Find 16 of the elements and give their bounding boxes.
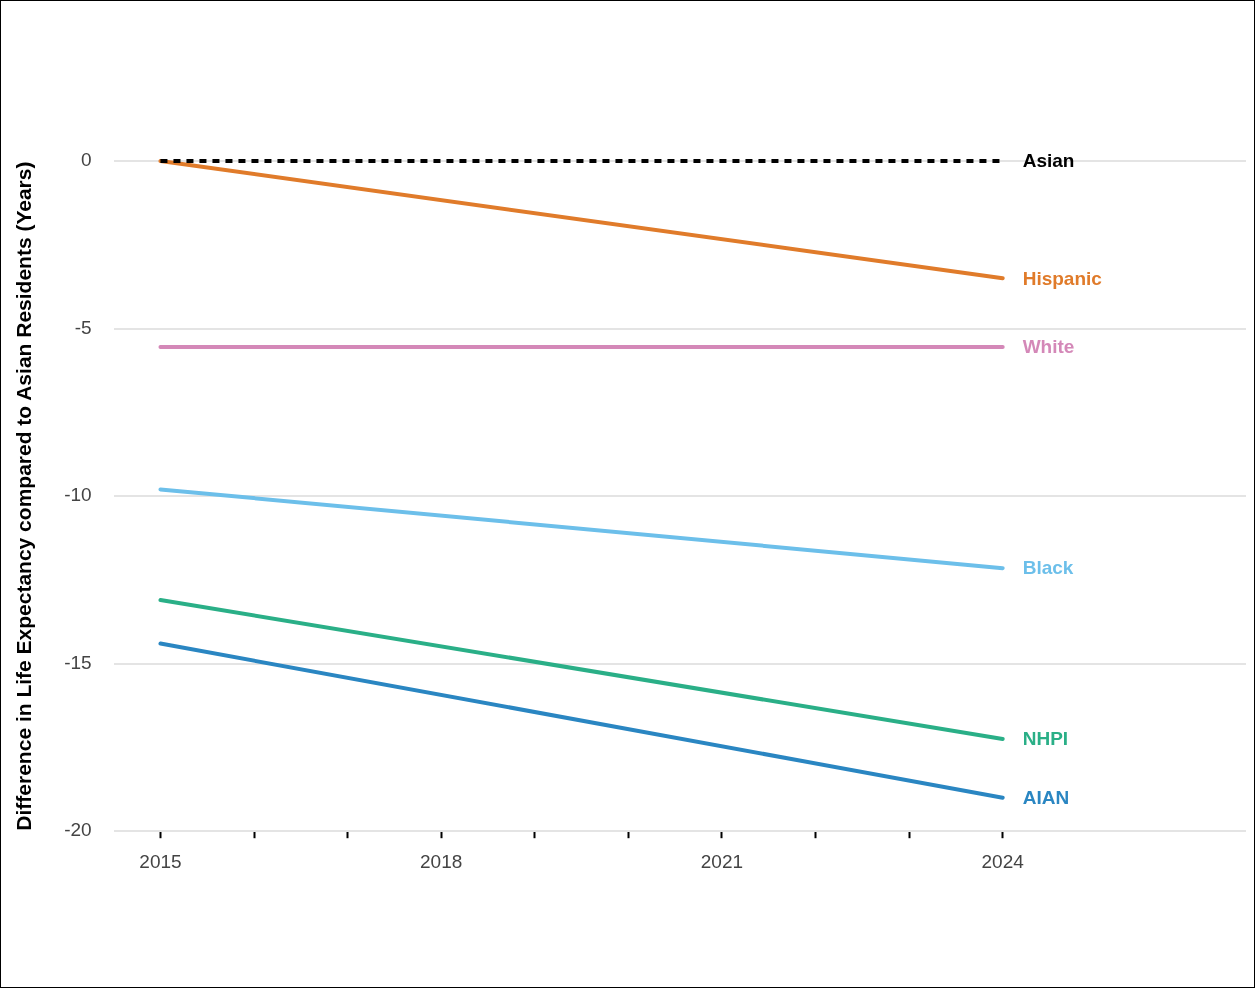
series-label: Hispanic xyxy=(1022,267,1103,289)
series-label: AIAN xyxy=(1022,786,1070,808)
y-tick-label: -5 xyxy=(74,316,92,338)
x-tick-label: 2015 xyxy=(139,850,182,872)
y-axis-title: Difference in Life Expectancy compared to Asian Residents (Years) xyxy=(12,161,36,831)
series-label: Black xyxy=(1022,557,1074,579)
x-tick-label: 2021 xyxy=(700,850,744,872)
y-tick-label: 0 xyxy=(81,149,92,171)
x-tick-label: 2018 xyxy=(420,850,463,872)
y-tick-label: -10 xyxy=(64,484,92,506)
x-tick-label: 2024 xyxy=(981,850,1025,872)
series-label: White xyxy=(1022,336,1075,358)
y-tick-label: -15 xyxy=(64,651,92,673)
series-label: Asian xyxy=(1022,150,1075,172)
series-label: NHPI xyxy=(1022,728,1069,750)
y-tick-label: -20 xyxy=(64,819,92,841)
